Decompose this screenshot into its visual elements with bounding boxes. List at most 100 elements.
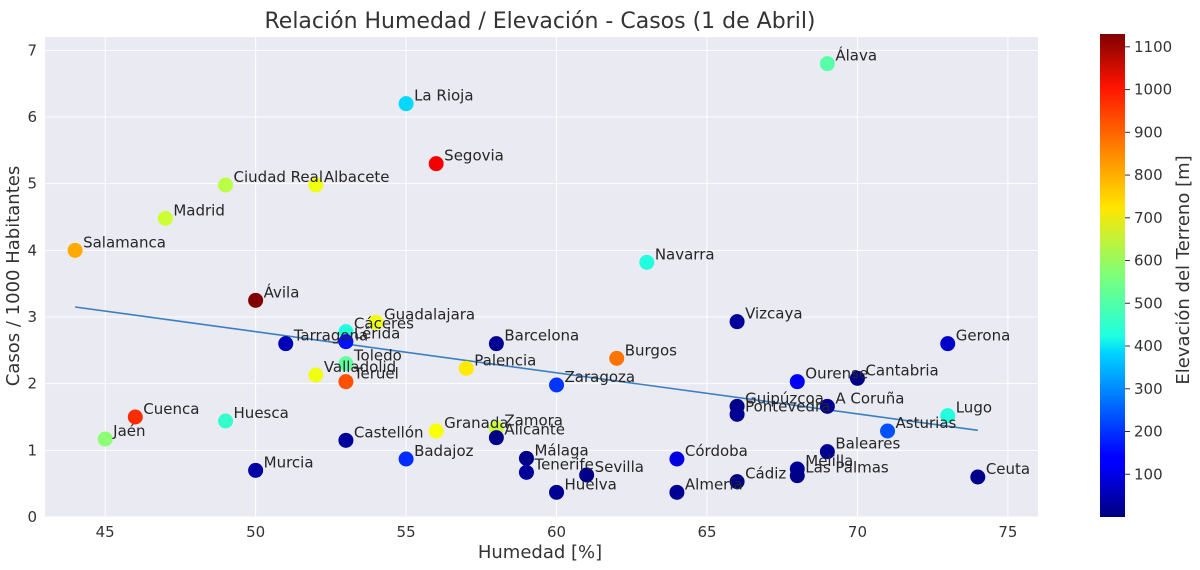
data-point: [428, 156, 444, 172]
data-point: [218, 177, 234, 193]
point-label: Lugo: [956, 399, 992, 417]
colorbar-tick-label: 300: [1134, 380, 1163, 398]
point-label: Huesca: [234, 404, 289, 422]
y-tick-label: 1: [27, 441, 37, 459]
point-label: Guadalajara: [384, 305, 475, 323]
grid-lines: [45, 37, 1038, 518]
point-label: Málaga: [534, 441, 588, 459]
point-label: Tarragona: [293, 327, 369, 345]
y-tick-label: 4: [27, 241, 37, 259]
colorbar-tick-label: 100: [1134, 465, 1163, 483]
data-point: [248, 462, 264, 478]
point-label: Toledo: [353, 347, 402, 365]
point-label: Córdoba: [685, 442, 748, 460]
point-label: Huelva: [565, 475, 617, 493]
point-label: Alicante: [504, 421, 565, 439]
data-point: [819, 56, 835, 72]
colorbar-tick-label: 1000: [1134, 81, 1172, 99]
data-point: [398, 96, 414, 112]
point-label: A Coruña: [835, 389, 904, 407]
data-point: [579, 467, 595, 483]
x-tick-label: 45: [96, 523, 115, 541]
point-label: Ourense: [805, 365, 868, 383]
data-point: [819, 398, 835, 414]
data-point: [849, 370, 865, 386]
colorbar-tick-label: 800: [1134, 166, 1163, 184]
point-label: Zamora: [504, 411, 563, 429]
colorbar-tick-label: 1100: [1134, 38, 1172, 56]
y-tick-label: 0: [27, 508, 37, 526]
point-label: Navarra: [655, 245, 715, 263]
colorbar-tick-label: 200: [1134, 423, 1163, 441]
data-point: [639, 254, 655, 270]
point-label: Barcelona: [504, 327, 579, 345]
point-label: Tenerife: [533, 455, 593, 473]
data-point: [819, 444, 835, 460]
chart-title: Relación Humedad / Elevación - Casos (1 …: [264, 9, 815, 34]
data-point: [398, 451, 414, 467]
data-point: [338, 356, 354, 372]
data-point: [940, 336, 956, 352]
point-label: Ceuta: [986, 460, 1030, 478]
data-point: [157, 210, 173, 226]
data-point: [308, 367, 324, 383]
x-tick-label: 70: [848, 523, 867, 541]
y-tick-label: 7: [27, 41, 37, 59]
point-label: Teruel: [353, 365, 399, 383]
data-point: [669, 484, 685, 500]
point-label: Cádiz: [745, 465, 786, 483]
y-tick-label: 3: [27, 308, 37, 326]
point-label: Ávila: [264, 282, 300, 301]
point-label: Badajoz: [414, 442, 474, 460]
data-point: [97, 431, 113, 447]
point-label: Granada: [444, 414, 508, 432]
point-label: Madrid: [173, 201, 225, 219]
data-point: [67, 242, 83, 258]
point-label: Asturias: [896, 414, 957, 432]
point-label: Palencia: [474, 351, 536, 369]
colorbar-tick-label: 600: [1134, 252, 1163, 270]
data-point: [518, 450, 534, 466]
data-points: [67, 56, 986, 500]
point-label: Cuenca: [143, 400, 199, 418]
x-tick-label: 50: [246, 523, 265, 541]
data-point: [970, 469, 986, 485]
point-label: Pontevedra: [745, 397, 830, 415]
point-label: Murcia: [264, 453, 314, 471]
data-point: [729, 474, 745, 490]
point-label: Sevilla: [595, 458, 644, 476]
point-label: Lérida: [354, 325, 400, 343]
point-label: Cáceres: [354, 315, 414, 333]
data-point: [458, 360, 474, 376]
point-label: Albacete: [324, 168, 390, 186]
data-point: [488, 336, 504, 352]
point-label: Baleares: [835, 435, 900, 453]
point-label: Almería: [685, 475, 743, 493]
x-axis-ticks: 45 50 55 60 65 70 75: [96, 523, 1018, 541]
data-point: [729, 314, 745, 330]
data-point: [789, 374, 805, 390]
data-point: [308, 177, 324, 193]
point-label: Vizcaya: [745, 305, 802, 323]
point-label: Castellón: [354, 423, 424, 441]
point-label: Cantabria: [865, 361, 938, 379]
data-point: [248, 292, 264, 308]
colorbar-tick-label: 400: [1134, 337, 1163, 355]
colorbar-tick-label: 500: [1134, 294, 1163, 312]
point-label: La Rioja: [414, 87, 473, 105]
data-point: [518, 464, 534, 480]
data-point: [549, 377, 565, 393]
point-label: Ciudad Real: [234, 168, 324, 186]
data-point: [127, 409, 143, 425]
point-label: Valladolid: [324, 358, 396, 376]
data-point: [278, 336, 294, 352]
data-point: [789, 468, 805, 484]
x-tick-label: 65: [697, 523, 716, 541]
data-point: [338, 334, 354, 350]
data-point: [880, 423, 896, 439]
point-label: Guipúzcoa: [745, 389, 824, 407]
data-point: [368, 314, 384, 330]
colorbar: [1100, 34, 1125, 517]
data-point: [549, 484, 565, 500]
